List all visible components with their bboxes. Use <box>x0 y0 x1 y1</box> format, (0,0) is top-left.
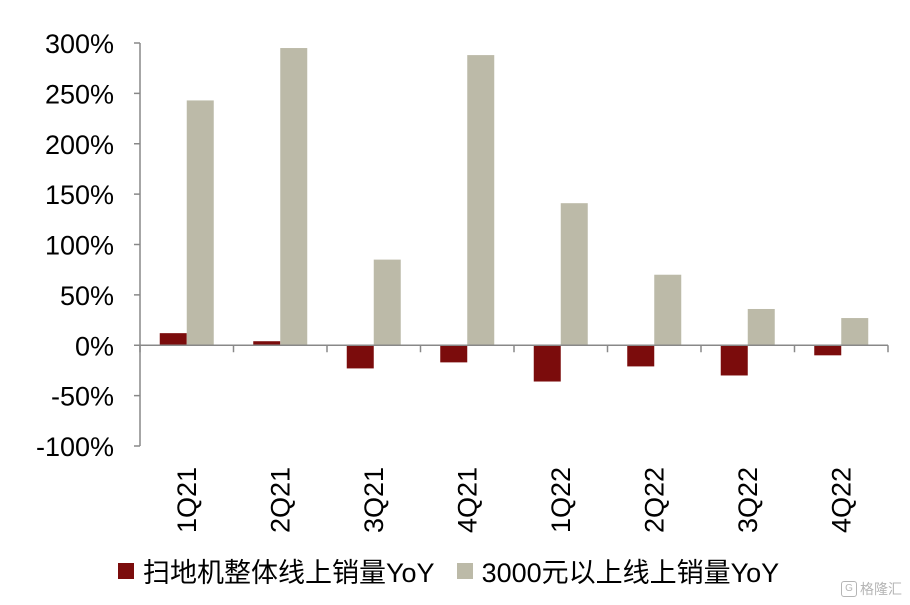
bar-premium-yoy <box>747 308 775 346</box>
bar-overall-yoy <box>720 345 748 376</box>
bars <box>159 48 869 382</box>
y-axis: 300% 250% 200% 150% 100% 50% 0% -50% -100% <box>36 29 141 462</box>
watermark: G 格隆汇 <box>841 579 902 599</box>
legend-item-premium: 3000元以上线上销量YoY <box>456 551 780 590</box>
x-axis: 1Q21 2Q21 3Q21 4Q21 1Q22 2Q22 3Q22 4Q22 <box>139 344 889 533</box>
bar-overall-yoy <box>253 341 281 346</box>
bar-premium-yoy <box>467 55 495 346</box>
legend-swatch-premium <box>456 562 473 579</box>
bar-overall-yoy <box>346 345 374 369</box>
y-tick-label: 0% <box>75 331 114 361</box>
category-label: 2Q22 <box>639 467 669 533</box>
y-tick-label: 200% <box>45 130 114 160</box>
category-label: 4Q22 <box>826 467 856 533</box>
category-label: 3Q21 <box>359 467 389 533</box>
watermark-text: 格隆汇 <box>860 581 902 597</box>
category-label: 4Q21 <box>452 467 482 533</box>
bar-overall-yoy <box>159 333 187 346</box>
bar-premium-yoy <box>841 318 869 346</box>
bar-overall-yoy <box>533 345 561 382</box>
bar-premium-yoy <box>280 48 308 346</box>
y-tick-label: 50% <box>60 281 114 311</box>
bar-overall-yoy <box>814 345 842 356</box>
legend-label-overall: 扫地机整体线上销量YoY <box>143 558 435 588</box>
legend-label-premium: 3000元以上线上销量YoY <box>481 558 780 588</box>
legend: 扫地机整体线上销量YoY 3000元以上线上销量YoY <box>118 551 801 590</box>
category-label: 1Q21 <box>172 467 202 533</box>
y-tick-label: 250% <box>45 79 114 109</box>
watermark-logo-icon: G <box>841 581 857 597</box>
bar-premium-yoy <box>186 100 214 346</box>
y-tick-label: 100% <box>45 231 114 261</box>
y-tick-label: -100% <box>36 432 114 462</box>
bar-overall-yoy <box>627 345 655 367</box>
bar-premium-yoy <box>373 259 401 346</box>
bar-overall-yoy <box>440 345 468 363</box>
y-tick-label: 300% <box>45 29 114 59</box>
y-tick-label: -50% <box>51 382 114 412</box>
legend-swatch-overall <box>118 562 134 579</box>
y-tick-label: 150% <box>45 180 114 210</box>
category-label: 1Q22 <box>546 467 576 533</box>
legend-item-overall: 扫地机整体线上销量YoY <box>118 551 435 590</box>
bar-premium-yoy <box>560 203 588 346</box>
category-label: 2Q21 <box>265 467 295 533</box>
bar-premium-yoy <box>654 274 682 346</box>
category-label: 3Q22 <box>733 467 763 533</box>
